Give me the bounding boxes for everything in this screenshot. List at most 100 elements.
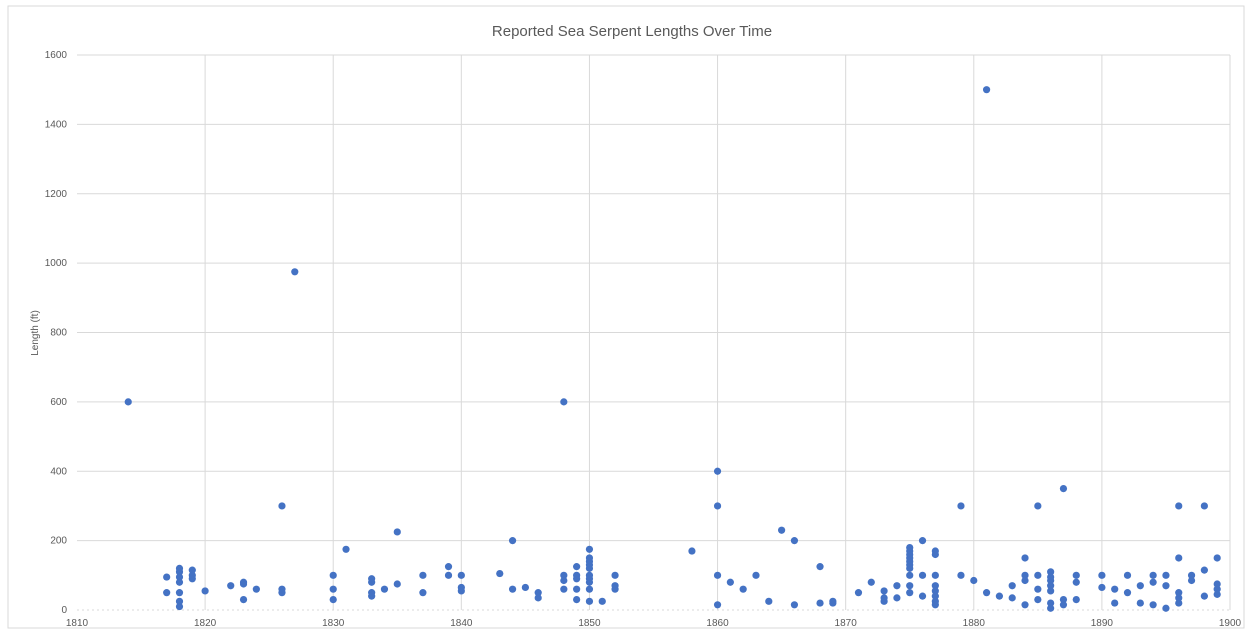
data-point [880,597,888,605]
data-point [893,582,901,590]
x-tick-label: 1820 [194,618,217,629]
data-point [829,599,837,607]
data-point [252,585,260,593]
y-tick-label: 1000 [45,258,68,269]
x-tick-label: 1890 [1091,618,1114,629]
data-point [611,585,619,593]
data-point [880,587,888,595]
y-tick-label: 0 [61,605,67,616]
data-point [508,585,517,593]
data-point [380,585,389,593]
data-point [739,585,747,593]
y-tick-label: 200 [50,536,67,547]
data-point [1187,571,1196,579]
y-tick-label: 800 [50,328,67,339]
data-point [1008,594,1016,602]
data-point [175,573,184,581]
data-point [1008,582,1016,590]
data-point [329,585,337,593]
data-point [1098,583,1106,592]
data-point [124,398,132,406]
y-tick-label: 1600 [45,50,68,61]
data-point [573,585,581,593]
data-point [906,571,914,579]
data-point [1175,599,1183,607]
data-point [1136,599,1144,607]
data-point [906,582,914,590]
data-point [1162,571,1170,579]
data-point [854,589,863,597]
data-point [1213,590,1221,598]
data-point [239,595,248,604]
data-point [790,537,799,545]
y-tick-label: 400 [50,466,67,477]
x-tick-label: 1870 [835,618,858,629]
data-point [1149,578,1157,586]
x-tick-label: 1880 [963,618,986,629]
y-tick-label: 1400 [45,119,68,130]
data-point [1149,571,1157,579]
data-point [1072,595,1080,604]
data-point [1123,571,1132,579]
data-point [931,587,939,595]
x-tick-label: 1830 [322,618,345,629]
data-point [867,578,875,586]
data-point [1111,585,1119,593]
data-point [1200,566,1208,574]
data-point [816,599,824,607]
data-point [560,576,568,585]
data-point [1213,554,1221,562]
data-point [918,592,927,600]
data-point [752,571,760,579]
data-point [1098,571,1106,579]
data-point [893,594,901,602]
data-point [227,582,235,590]
data-point [982,86,991,94]
data-point [585,564,594,572]
data-point [1162,582,1170,590]
data-point [329,571,337,579]
data-point [957,502,965,510]
data-point [342,545,350,553]
data-point [573,575,581,583]
data-point [1136,582,1144,590]
data-point [457,587,465,595]
data-point [1162,604,1170,612]
x-tick-label: 1810 [66,618,89,629]
data-point [918,571,927,579]
data-point [1047,599,1055,607]
data-point [1200,502,1208,510]
data-point [931,571,939,579]
data-point [1021,571,1029,579]
data-point [521,583,529,592]
data-point [201,587,209,595]
y-tick-label: 1200 [45,189,68,200]
data-point [1034,502,1042,510]
data-point [393,580,401,588]
x-tick-label: 1860 [706,618,729,629]
data-point [585,545,594,553]
data-point [457,571,465,579]
data-point [329,595,337,604]
data-point [1059,484,1068,493]
data-point [419,571,427,579]
data-point [688,547,696,555]
data-point [765,597,773,605]
data-point [585,585,594,593]
chart-title: Reported Sea Serpent Lengths Over Time [492,23,772,40]
data-point [778,526,786,534]
data-point [585,597,594,605]
data-point [931,582,939,590]
data-point [713,502,722,510]
data-point [534,594,542,602]
data-point [188,566,196,574]
data-point [982,589,991,597]
data-point [368,578,376,586]
data-point [1047,568,1055,576]
data-point [573,563,581,571]
data-point [1021,576,1029,585]
chart-frame [7,5,1245,629]
data-point [560,571,568,579]
